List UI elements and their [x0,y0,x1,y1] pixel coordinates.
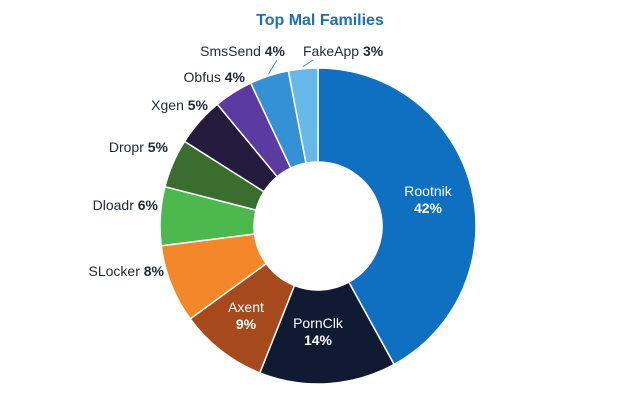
label-xgen-value: 5% [188,97,209,113]
slice-fakeapp [287,67,319,165]
slices-layer [159,67,477,385]
slice-pornclk [258,281,396,385]
label-dloadr-value: 6% [138,197,159,213]
label-rootnik-value: 42% [414,200,443,216]
chart-title: Top Mal Families [256,12,384,29]
label-rootnik-name: Rootnik [404,183,452,199]
label-obfus-value: 4% [225,69,246,85]
label-obfus: Obfus 4% [184,69,246,85]
label-smssend-value: 4% [265,43,286,59]
label-smssend-name: SmsSend [200,43,265,59]
leader-line-smssend [268,59,278,75]
label-slocker-name: SLocker [89,263,144,279]
label-fakeapp-name: FakeApp [303,43,363,59]
label-pornclk-value: 14% [304,332,333,348]
label-fakeapp: FakeApp 3% [303,43,384,59]
label-dropr-name: Dropr [109,139,148,155]
label-dropr-value: 5% [148,139,169,155]
labels-layer: Rootnik 42% PornClk 14% Axent 9% SLocker 8% Dlo… [89,43,453,348]
label-pornclk: PornClk 14% [293,315,344,348]
label-slocker: SLocker 8% [89,263,165,279]
label-axent-name: Axent [228,299,264,315]
label-rootnik: Rootnik 42% [404,183,452,216]
label-obfus-name: Obfus [184,69,225,85]
label-axent: Axent 9% [228,299,264,332]
label-slocker-value: 8% [144,263,165,279]
label-xgen-name: Xgen [151,97,188,113]
slice-rootnik [317,67,477,366]
label-fakeapp-value: 3% [363,43,384,59]
leader-line-fakeapp [302,59,314,68]
label-dropr: Dropr 5% [109,139,169,155]
label-dloadr: Dloadr 6% [93,197,159,213]
label-xgen: Xgen 5% [151,97,208,113]
leader-lines-layer [268,59,314,75]
label-pornclk-name: PornClk [293,315,344,331]
label-axent-value: 9% [236,316,257,332]
label-smssend: SmsSend 4% [200,43,285,59]
label-dloadr-name: Dloadr [93,197,138,213]
